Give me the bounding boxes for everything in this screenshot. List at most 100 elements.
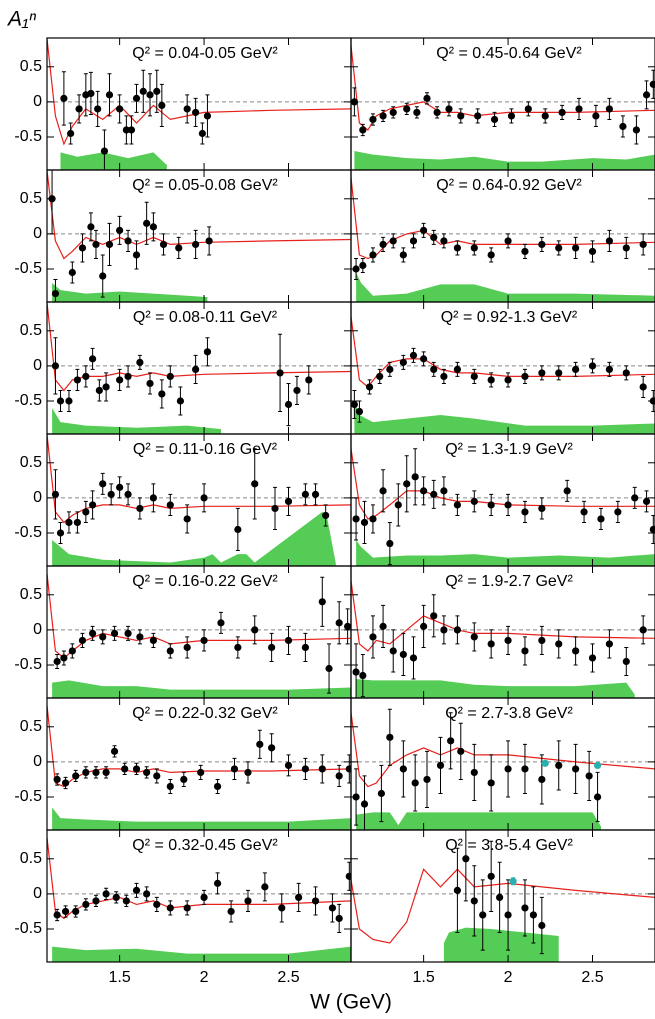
data-point xyxy=(100,147,109,155)
data-point xyxy=(268,643,276,652)
y-tick-label: -0.5 xyxy=(14,524,42,541)
data-point xyxy=(403,105,411,113)
data-point xyxy=(121,765,129,773)
data-point xyxy=(504,376,512,384)
data-point xyxy=(369,515,377,523)
data-point xyxy=(227,907,235,916)
panel xyxy=(47,705,351,830)
data-point xyxy=(572,244,580,252)
data-point xyxy=(293,386,301,395)
data-point xyxy=(453,244,461,252)
data-point xyxy=(622,369,630,377)
data-point xyxy=(453,365,461,374)
data-point xyxy=(470,897,478,905)
panel xyxy=(351,316,655,434)
data-point xyxy=(538,369,546,377)
data-point xyxy=(72,772,80,780)
data-point xyxy=(504,765,512,773)
panel-title: Q² = 2.7-3.8 GeV² xyxy=(445,705,573,722)
data-point xyxy=(487,779,495,787)
data-point xyxy=(124,629,132,638)
data-point xyxy=(521,508,529,516)
data-point xyxy=(99,633,107,641)
data-point xyxy=(261,883,269,891)
data-point xyxy=(284,497,293,506)
y-tick-label: 0 xyxy=(33,885,42,902)
data-point xyxy=(328,904,337,912)
data-point xyxy=(360,518,369,527)
data-point xyxy=(649,525,655,534)
data-point xyxy=(394,501,402,509)
model-curve xyxy=(351,45,655,131)
panel-title: Q² = 0.04-0.05 GeV² xyxy=(132,45,278,62)
data-point xyxy=(94,105,102,113)
panel xyxy=(351,177,655,302)
data-point xyxy=(213,782,222,791)
data-point xyxy=(95,386,103,395)
data-point xyxy=(345,765,351,773)
data-point xyxy=(60,94,68,102)
data-point xyxy=(538,240,546,249)
data-point xyxy=(301,765,309,773)
data-point xyxy=(65,397,73,405)
data-point xyxy=(563,487,571,495)
data-point xyxy=(92,240,100,249)
data-point xyxy=(479,911,487,919)
data-point xyxy=(462,855,470,863)
data-point xyxy=(116,226,124,234)
x-axis-label: W (GeV) xyxy=(310,991,392,1014)
y-tick-label: 0 xyxy=(33,93,42,110)
data-point xyxy=(470,633,478,641)
systematic-band xyxy=(356,679,635,698)
data-point xyxy=(61,907,70,916)
data-point xyxy=(203,348,212,356)
data-point xyxy=(149,636,157,645)
data-point xyxy=(68,647,76,655)
panel xyxy=(47,38,351,170)
data-point xyxy=(509,877,517,885)
data-point xyxy=(453,626,461,634)
data-point xyxy=(377,789,385,798)
data-point xyxy=(122,897,130,905)
data-point xyxy=(105,240,114,249)
data-point xyxy=(639,240,647,249)
data-point xyxy=(558,108,566,117)
data-point xyxy=(146,91,154,99)
data-point xyxy=(379,487,387,495)
data-point xyxy=(490,115,499,124)
data-point xyxy=(524,105,532,113)
data-point xyxy=(197,768,205,777)
data-point xyxy=(153,87,161,95)
systematic-band xyxy=(52,408,221,434)
data-point xyxy=(132,94,141,102)
data-point xyxy=(420,622,428,630)
data-point xyxy=(379,112,387,120)
data-point xyxy=(301,643,309,652)
data-point xyxy=(122,126,130,134)
data-point xyxy=(359,261,367,270)
data-point xyxy=(56,397,65,405)
panel-title: Q² = 0.08-0.11 GeV² xyxy=(133,309,278,326)
model-curve xyxy=(47,705,351,788)
data-point xyxy=(92,897,100,905)
panel-title: Q² = 3.8-5.4 GeV² xyxy=(445,837,573,854)
data-point xyxy=(53,657,61,666)
data-point xyxy=(433,108,441,117)
panel xyxy=(351,580,655,698)
data-point xyxy=(411,779,419,787)
data-point xyxy=(445,105,453,113)
data-point xyxy=(73,518,81,527)
y-tick-label: -0.5 xyxy=(14,392,42,409)
data-point xyxy=(632,126,641,134)
data-point xyxy=(409,351,418,359)
x-tick-label: 2 xyxy=(200,969,209,986)
data-point xyxy=(110,747,119,755)
data-point xyxy=(344,622,351,630)
data-point xyxy=(284,636,293,645)
data-point xyxy=(639,626,647,634)
data-point xyxy=(399,251,407,259)
y-tick-label: 0 xyxy=(33,489,42,506)
data-point xyxy=(278,904,286,912)
data-point xyxy=(430,365,438,374)
data-point xyxy=(369,115,377,124)
